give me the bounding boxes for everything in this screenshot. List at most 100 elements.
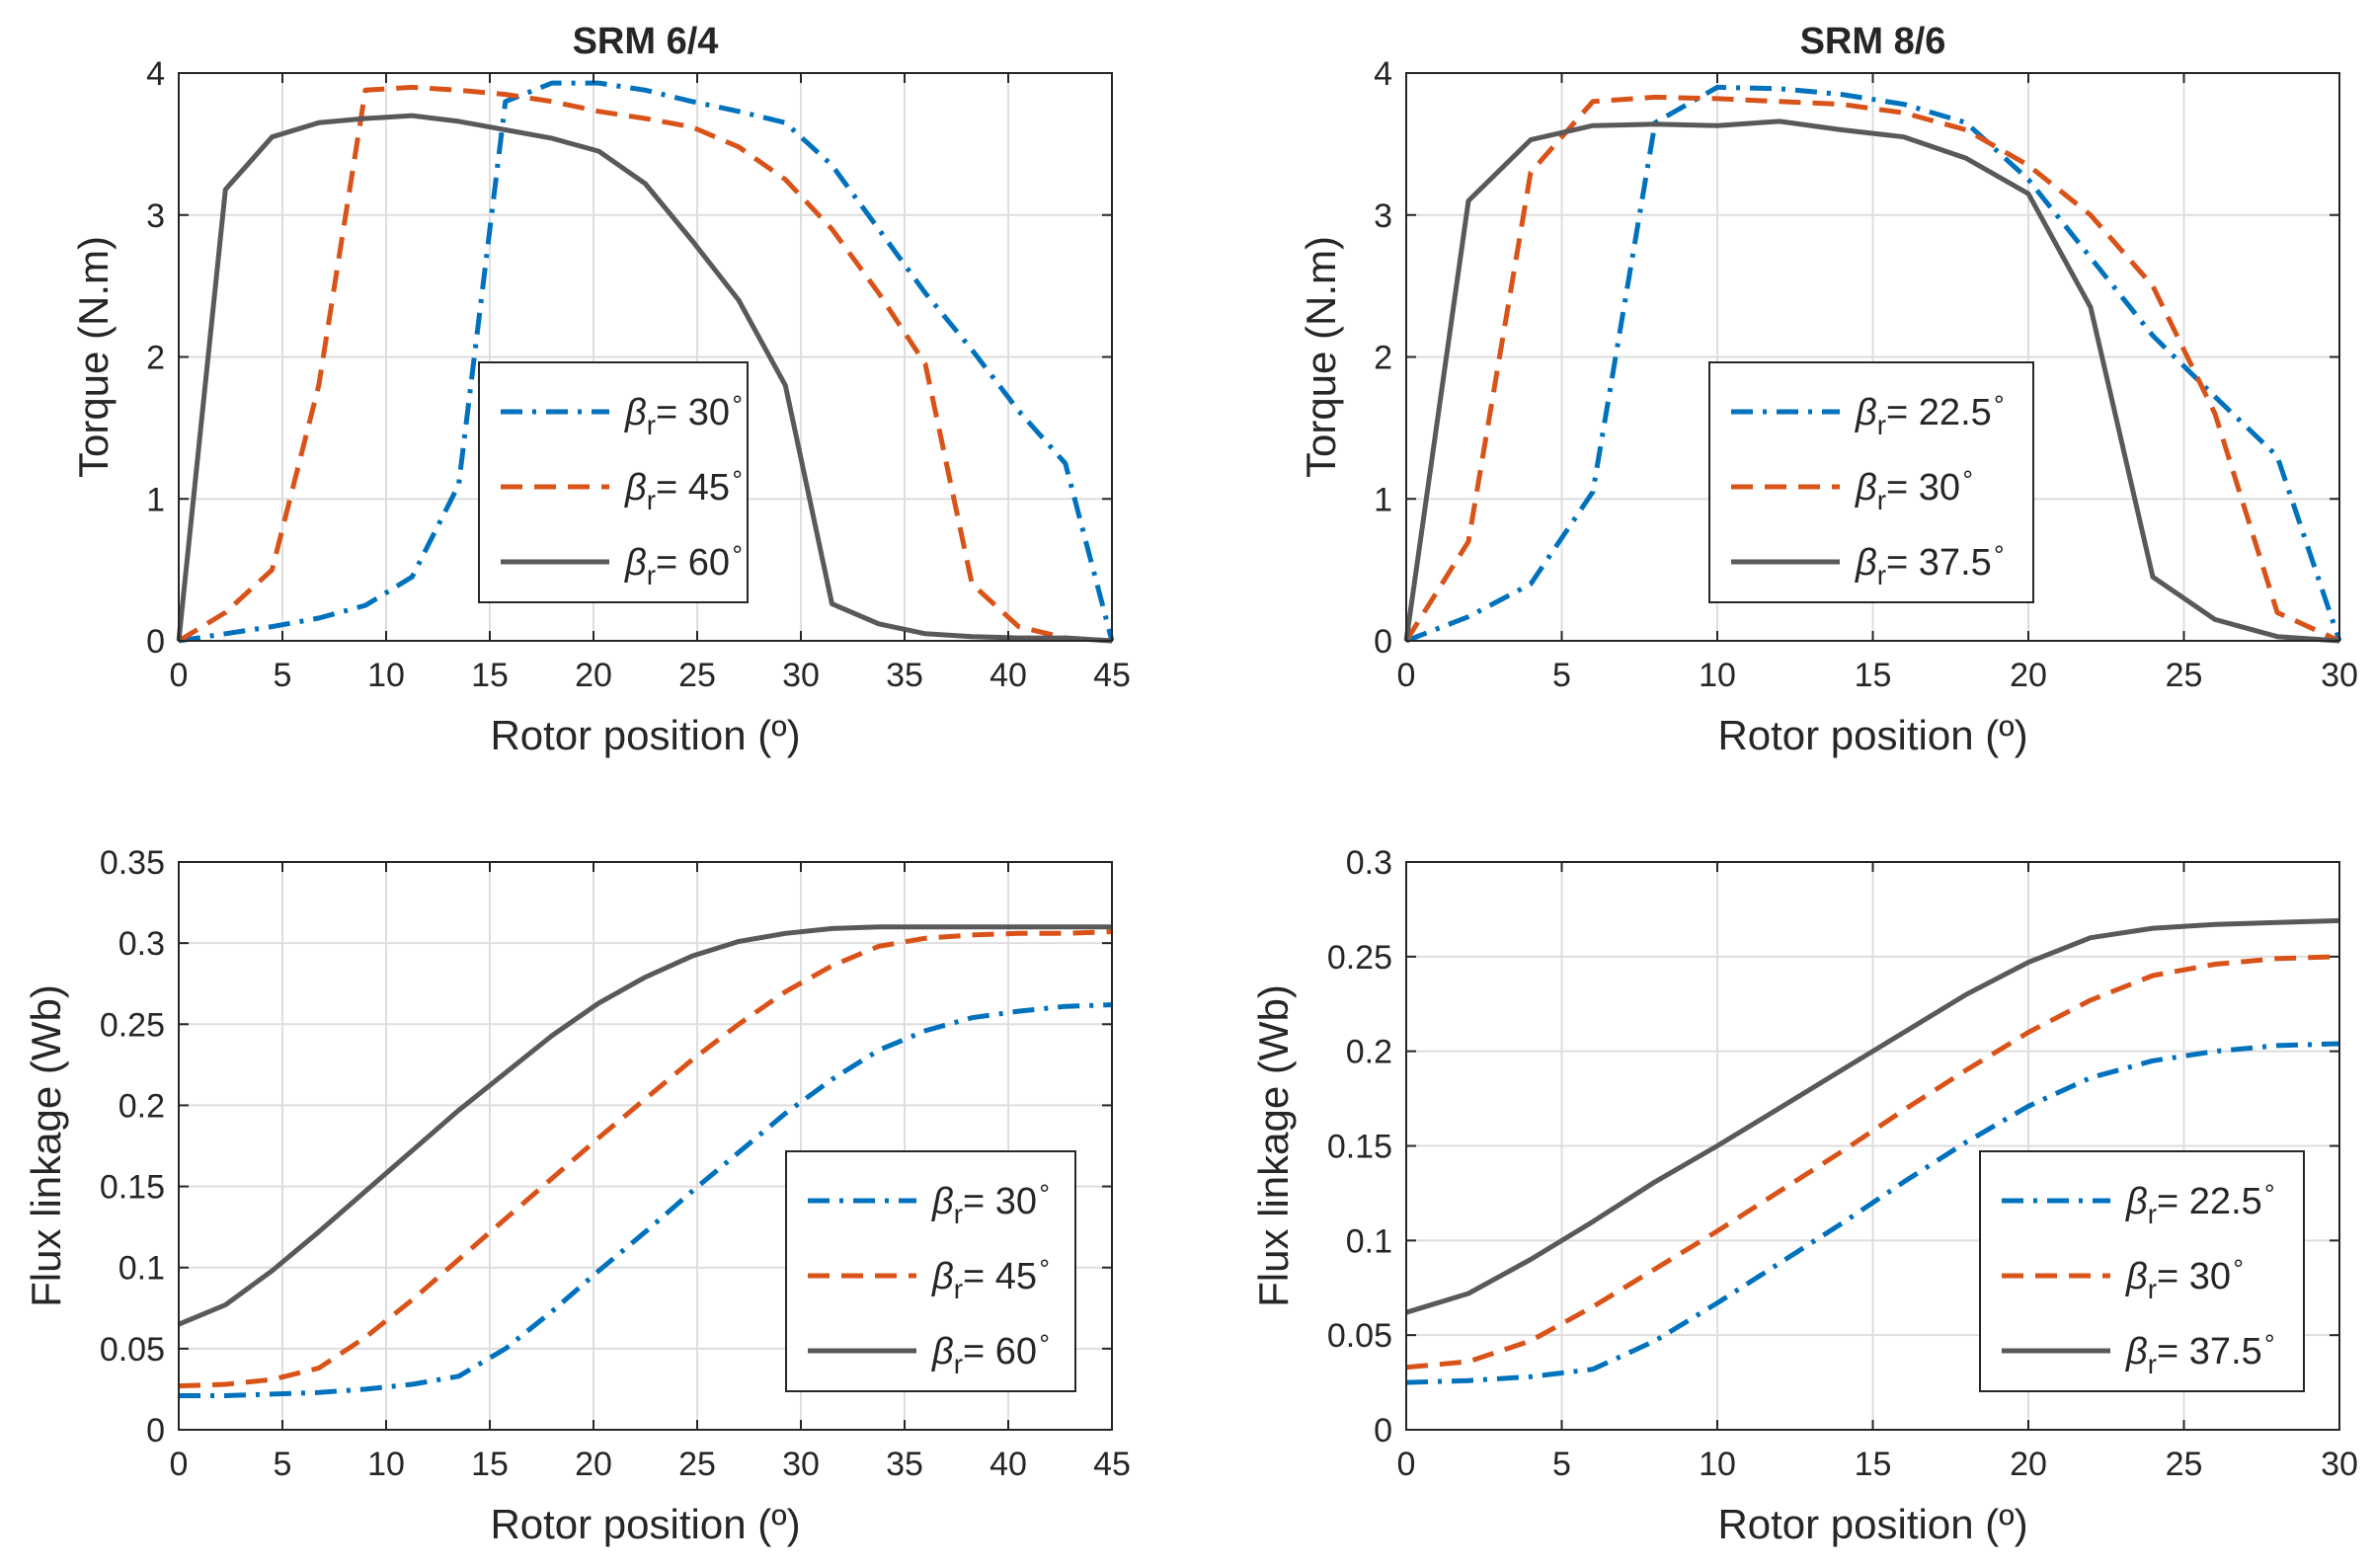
chart-title: SRM 8/6	[1800, 21, 1946, 62]
y-tick-label: 1	[1374, 481, 1392, 518]
legend-label-60: βr= 60∘	[931, 1325, 1052, 1379]
y-tick-label: 0.1	[1346, 1222, 1392, 1260]
y-tick-label: 0.3	[1346, 844, 1392, 882]
x-tick-label: 30	[782, 657, 820, 694]
y-tick-label: 3	[146, 197, 165, 235]
y-tick-label: 0	[146, 623, 165, 661]
x-tick-label: 15	[471, 657, 509, 694]
x-tick-label: 25	[678, 657, 716, 694]
series-line-45	[178, 929, 1113, 1389]
legend-label-30: βr= 30∘	[1855, 461, 1975, 515]
axes-frame	[178, 861, 1113, 1431]
legend: βr= 22.5∘ βr= 30∘ βr= 37.5∘	[1708, 361, 2034, 603]
x-tick-label: 40	[989, 657, 1027, 694]
y-tick-label: 0.25	[100, 1006, 165, 1044]
series-group	[1403, 84, 2342, 644]
x-tick-label: 15	[1855, 657, 1892, 694]
x-tick-label: 20	[575, 657, 612, 694]
legend-label-60: βr= 60∘	[624, 536, 745, 590]
y-tick-label: 0	[1374, 623, 1392, 661]
x-tick-label: 5	[1552, 1446, 1571, 1483]
y-tick-label: 0.15	[100, 1169, 165, 1207]
legend-label-45: βr= 45∘	[931, 1250, 1052, 1304]
x-tick-label: 45	[1093, 657, 1131, 694]
series-line-22.5	[1405, 84, 2342, 644]
y-tick-label: 0.15	[1327, 1129, 1392, 1166]
legend: βr= 30∘ βr= 45∘ βr= 60∘	[785, 1150, 1076, 1392]
series-line-37.5	[1403, 118, 2340, 644]
y-axis-label: Torque (N.m)	[70, 236, 117, 478]
x-tick-label: 15	[1855, 1446, 1892, 1483]
x-axis-label: Rotor position (º)	[490, 712, 800, 758]
series-line-30	[1405, 954, 2340, 1371]
y-tick-label: 0.05	[100, 1331, 165, 1369]
panel-srm86-torque: 0 5 10 15 20 25 30 0 1 2 3 4 SRM 8/6 Rotor position…	[1298, 21, 2358, 758]
x-tick-label: 30	[2321, 1446, 2358, 1483]
y-tick-label: 0.2	[1346, 1034, 1392, 1071]
x-tick-label: 35	[886, 1446, 923, 1483]
axis-ticks: 0 5 10 15 20 25 30 35 40 45 0 1 2 3 4	[146, 55, 1131, 694]
y-axis-label: Flux linkage (Wb)	[1250, 984, 1297, 1307]
series-line-30	[1403, 94, 2341, 644]
y-axis-label: Torque (N.m)	[1298, 236, 1344, 478]
y-tick-label: 2	[1374, 340, 1392, 377]
y-tick-label: 0.35	[100, 844, 165, 882]
legend-label-45: βr= 45∘	[624, 461, 745, 515]
y-tick-label: 0.1	[119, 1250, 165, 1288]
x-tick-label: 0	[1397, 1446, 1416, 1483]
x-tick-label: 10	[1699, 657, 1736, 694]
legend-label-37.5: βr= 37.5∘	[1855, 536, 2007, 590]
legend: βr= 30∘ βr= 45∘ βr= 60∘	[478, 361, 749, 603]
x-tick-label: 20	[2010, 1446, 2047, 1483]
x-tick-label: 10	[367, 657, 405, 694]
x-tick-label: 10	[1699, 1446, 1736, 1483]
series-line-30	[178, 80, 1115, 644]
series-group	[178, 924, 1113, 1398]
y-tick-label: 0.3	[119, 925, 165, 963]
x-tick-label: 20	[2010, 657, 2047, 694]
legend-label-30: βr= 30∘	[2125, 1250, 2246, 1304]
x-tick-label: 5	[1552, 657, 1571, 694]
legend-label-22.5: βr= 22.5∘	[2125, 1175, 2277, 1229]
x-axis-label: Rotor position (º)	[490, 1501, 800, 1547]
series-line-37.5	[1405, 917, 2340, 1315]
x-tick-label: 25	[678, 1446, 716, 1483]
x-tick-label: 0	[170, 657, 189, 694]
axis-ticks: 0 5 10 15 20 25 30 35 40 45 0 0.05 0.1 0.15 0.2 0.25 0.3…	[100, 844, 1131, 1483]
x-tick-label: 5	[274, 1446, 292, 1483]
x-tick-label: 35	[886, 657, 923, 694]
x-tick-label: 10	[367, 1446, 405, 1483]
series-group	[176, 80, 1115, 644]
series-group	[1405, 917, 2340, 1385]
legend-label-30: βr= 30∘	[931, 1175, 1052, 1229]
y-tick-label: 0	[1374, 1412, 1392, 1450]
y-tick-label: 4	[146, 55, 165, 93]
y-tick-label: 0.25	[1327, 939, 1392, 977]
x-tick-label: 30	[782, 1446, 820, 1483]
y-tick-label: 1	[146, 481, 165, 518]
y-axis-label: Flux linkage (Wb)	[23, 984, 69, 1307]
x-tick-label: 30	[2321, 657, 2358, 694]
legend-label-30: βr= 30∘	[624, 386, 745, 440]
series-line-22.5	[1405, 1041, 2340, 1385]
y-tick-label: 2	[146, 340, 165, 377]
x-tick-label: 45	[1093, 1446, 1131, 1483]
axis-ticks: 0 5 10 15 20 25 30 0 0.05 0.1 0.15 0.2 0.25 0.3	[1327, 844, 2358, 1483]
y-tick-label: 3	[1374, 197, 1392, 235]
x-tick-label: 0	[170, 1446, 189, 1483]
y-tick-label: 4	[1374, 55, 1392, 93]
series-line-60	[176, 113, 1113, 644]
x-tick-label: 20	[575, 1446, 612, 1483]
x-tick-label: 40	[989, 1446, 1027, 1483]
series-line-30	[179, 1002, 1113, 1398]
chart-title: SRM 6/4	[573, 21, 719, 62]
y-tick-label: 0.05	[1327, 1317, 1392, 1355]
x-tick-label: 15	[471, 1446, 509, 1483]
x-tick-label: 25	[2166, 1446, 2203, 1483]
x-axis-label: Rotor position (º)	[1717, 712, 2027, 758]
x-axis-label: Rotor position (º)	[1717, 1501, 2027, 1547]
series-line-60	[178, 924, 1112, 1327]
panel-srm64-flux: 0 5 10 15 20 25 30 35 40 45 0 0.05 0.1 0.15 0.2 0.25 0.3…	[23, 844, 1131, 1547]
series-line-45	[177, 84, 1113, 644]
